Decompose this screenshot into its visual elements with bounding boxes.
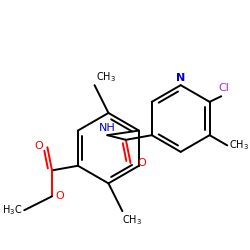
Text: O: O <box>34 141 43 151</box>
Text: CH$_3$: CH$_3$ <box>229 138 249 152</box>
Text: CH$_3$: CH$_3$ <box>122 213 142 227</box>
Text: Cl: Cl <box>218 82 230 92</box>
Text: NH: NH <box>99 123 116 133</box>
Text: CH$_3$: CH$_3$ <box>96 70 116 84</box>
Text: O: O <box>137 158 146 168</box>
Text: O: O <box>56 191 64 201</box>
Text: H$_3$C: H$_3$C <box>2 203 22 217</box>
Text: N: N <box>176 73 185 83</box>
